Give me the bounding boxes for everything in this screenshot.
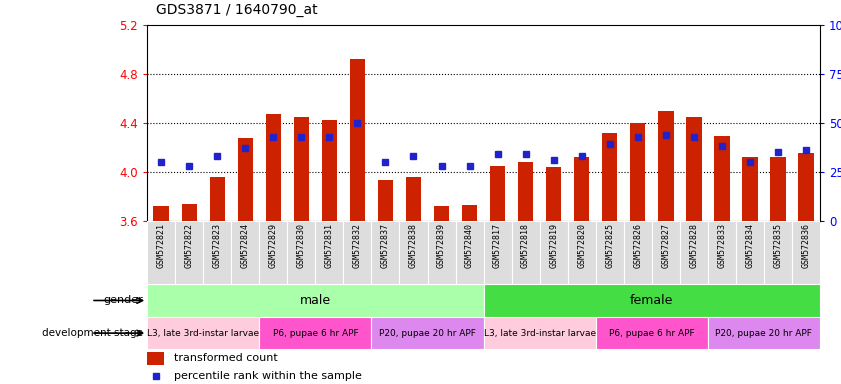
Text: P6, pupae 6 hr APF: P6, pupae 6 hr APF — [272, 329, 358, 338]
Text: P20, pupae 20 hr APF: P20, pupae 20 hr APF — [379, 329, 476, 338]
Bar — [714, 136, 730, 221]
Bar — [434, 206, 449, 221]
Bar — [742, 157, 758, 221]
Bar — [147, 221, 175, 284]
Bar — [736, 221, 764, 284]
Text: GSM572826: GSM572826 — [633, 223, 643, 268]
Bar — [204, 221, 231, 284]
Bar — [602, 133, 617, 221]
Bar — [792, 221, 820, 284]
Text: GSM572830: GSM572830 — [297, 223, 306, 268]
Bar — [595, 221, 624, 284]
Text: L3, late 3rd-instar larvae: L3, late 3rd-instar larvae — [147, 329, 259, 338]
Text: female: female — [630, 294, 674, 307]
Bar — [288, 221, 315, 284]
Text: GSM572824: GSM572824 — [241, 223, 250, 268]
Bar — [686, 117, 701, 221]
Bar — [518, 162, 533, 221]
Bar — [546, 167, 562, 221]
Bar — [405, 177, 421, 221]
Text: P20, pupae 20 hr APF: P20, pupae 20 hr APF — [716, 329, 812, 338]
Bar — [147, 284, 484, 317]
Text: development stage: development stage — [42, 328, 143, 338]
Bar — [399, 221, 427, 284]
Text: GSM572834: GSM572834 — [745, 223, 754, 268]
Text: GSM572837: GSM572837 — [381, 223, 390, 268]
Bar — [708, 317, 820, 349]
Bar — [595, 317, 708, 349]
Bar — [321, 121, 337, 221]
Bar — [147, 352, 164, 365]
Bar — [427, 221, 456, 284]
Text: male: male — [299, 294, 331, 307]
Bar — [484, 221, 511, 284]
Bar — [259, 221, 288, 284]
Bar — [462, 205, 477, 221]
Bar — [658, 111, 674, 221]
Bar — [624, 221, 652, 284]
Text: GSM572840: GSM572840 — [465, 223, 474, 268]
Text: L3, late 3rd-instar larvae: L3, late 3rd-instar larvae — [484, 329, 595, 338]
Bar — [372, 221, 399, 284]
Bar — [372, 317, 484, 349]
Text: percentile rank within the sample: percentile rank within the sample — [174, 371, 362, 381]
Bar — [630, 123, 646, 221]
Text: GSM572827: GSM572827 — [661, 223, 670, 268]
Text: transformed count: transformed count — [174, 353, 278, 363]
Text: GSM572822: GSM572822 — [185, 223, 193, 268]
Bar — [708, 221, 736, 284]
Text: P6, pupae 6 hr APF: P6, pupae 6 hr APF — [609, 329, 695, 338]
Bar — [315, 221, 343, 284]
Bar — [798, 154, 814, 221]
Bar — [343, 221, 372, 284]
Bar — [764, 221, 792, 284]
Bar — [237, 137, 253, 221]
Text: GSM572839: GSM572839 — [437, 223, 446, 268]
Text: GSM572821: GSM572821 — [156, 223, 166, 268]
Bar — [231, 221, 259, 284]
Bar — [456, 221, 484, 284]
Bar — [147, 317, 259, 349]
Text: GSM572825: GSM572825 — [606, 223, 614, 268]
Bar — [568, 221, 595, 284]
Bar — [652, 221, 680, 284]
Bar — [511, 221, 540, 284]
Bar — [489, 166, 505, 221]
Text: GSM572832: GSM572832 — [353, 223, 362, 268]
Bar — [266, 114, 281, 221]
Bar — [209, 177, 225, 221]
Bar — [259, 317, 372, 349]
Bar — [574, 157, 590, 221]
Text: GSM572829: GSM572829 — [269, 223, 278, 268]
Text: GSM572819: GSM572819 — [549, 223, 558, 268]
Text: GSM572836: GSM572836 — [801, 223, 811, 268]
Bar — [540, 221, 568, 284]
Text: GSM572828: GSM572828 — [690, 223, 698, 268]
Bar — [175, 221, 204, 284]
Text: GSM572831: GSM572831 — [325, 223, 334, 268]
Bar — [294, 117, 309, 221]
Bar — [378, 180, 393, 221]
Text: GSM572833: GSM572833 — [717, 223, 727, 268]
Text: GSM572817: GSM572817 — [493, 223, 502, 268]
Bar — [182, 204, 197, 221]
Text: GSM572835: GSM572835 — [774, 223, 782, 268]
Bar — [484, 317, 595, 349]
Text: GSM572818: GSM572818 — [521, 223, 530, 268]
Text: GDS3871 / 1640790_at: GDS3871 / 1640790_at — [156, 3, 317, 17]
Text: GSM572820: GSM572820 — [577, 223, 586, 268]
Text: GSM572823: GSM572823 — [213, 223, 222, 268]
Bar — [770, 157, 785, 221]
Bar — [350, 59, 365, 221]
Text: gender: gender — [103, 295, 143, 306]
Text: GSM572838: GSM572838 — [409, 223, 418, 268]
Bar — [680, 221, 708, 284]
Bar — [484, 284, 820, 317]
Bar — [153, 206, 169, 221]
